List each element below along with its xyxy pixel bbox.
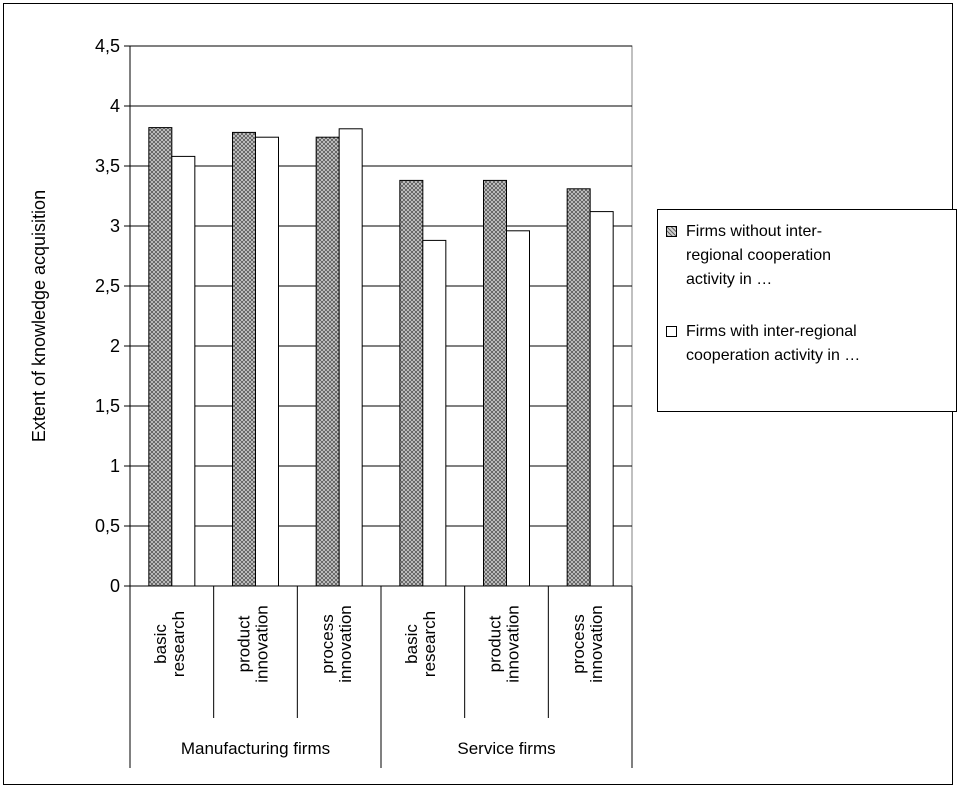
y-tick-label: 3 [110, 216, 120, 236]
x-category-label: basicresearch [151, 611, 188, 677]
bar-without-cooperation [483, 179, 507, 587]
x-category-label: processinnovation [318, 605, 355, 683]
bar-with-cooperation [171, 155, 196, 587]
x-axis: basicresearch productinnovation processinn… [129, 585, 633, 768]
bar-with-cooperation [338, 128, 363, 587]
x-category-label: productinnovation [235, 605, 272, 683]
y-tick-label: 3,5 [95, 156, 120, 176]
y-tick-label: 2,5 [95, 276, 120, 296]
x-category-label: productinnovation [486, 605, 523, 683]
bar-with-cooperation [506, 230, 530, 587]
y-axis: 0 0,5 1 1,5 2 2,5 3 3,5 4 4,5 [95, 36, 131, 596]
x-category-label-line: basic [151, 624, 170, 664]
x-group-label: Manufacturing firms [181, 739, 330, 758]
y-tick-label: 0 [110, 576, 120, 596]
y-tick-label: 0,5 [95, 516, 120, 536]
x-category-label-line: research [169, 611, 188, 677]
legend-swatch-crosshatch [666, 226, 677, 237]
x-category-label-line: innovation [504, 605, 523, 683]
x-category-label: basicresearch [402, 611, 439, 677]
y-tick-label: 2 [110, 336, 120, 356]
x-category-label-line: product [235, 615, 254, 672]
bar-without-cooperation [566, 188, 591, 587]
x-category-label-line: basic [402, 624, 421, 664]
x-category-label-line: product [486, 615, 505, 672]
legend-label: Firms with inter-regional cooperation ac… [686, 323, 861, 364]
bar-with-cooperation [422, 239, 447, 587]
y-tick-label: 1 [110, 456, 120, 476]
bar-without-cooperation [148, 127, 173, 587]
legend-swatch-white [666, 326, 677, 337]
y-tick-label: 4 [110, 96, 120, 116]
bar-without-cooperation [399, 179, 424, 587]
bar-without-cooperation [315, 136, 340, 587]
x-category-label-line: innovation [336, 605, 355, 683]
x-category-label-line: innovation [587, 605, 606, 683]
bars [148, 127, 614, 587]
bar-with-cooperation [255, 136, 279, 587]
x-category-label: processinnovation [569, 605, 606, 683]
bar-with-cooperation [589, 211, 614, 587]
x-category-label-line: process [569, 614, 588, 674]
x-group-label: Service firms [457, 739, 555, 758]
x-category-label-line: process [318, 614, 337, 674]
x-category-label-line: research [420, 611, 439, 677]
y-axis-label: Extent of knowledge acquisition [29, 190, 49, 442]
legend: Firms without inter- regional cooperatio… [657, 209, 957, 412]
legend-label: Firms without inter- regional cooperatio… [686, 223, 831, 288]
y-tick-label: 4,5 [95, 36, 120, 56]
bar-without-cooperation [232, 131, 256, 587]
plot-area [129, 45, 633, 587]
gridlines [130, 45, 632, 527]
x-category-label-line: innovation [253, 605, 272, 683]
y-tick-label: 1,5 [95, 396, 120, 416]
